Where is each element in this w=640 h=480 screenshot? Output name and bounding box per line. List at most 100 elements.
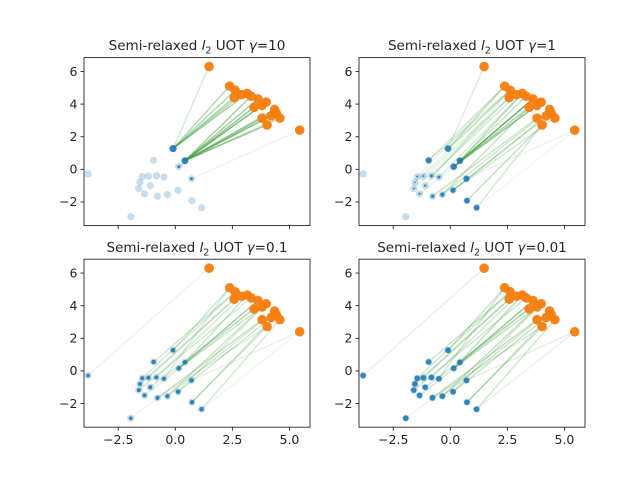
transport-line (139, 298, 235, 385)
transport-line (476, 319, 556, 410)
transport-line (441, 106, 530, 196)
weighted-source-point (457, 359, 463, 366)
weighted-source-point (425, 359, 432, 365)
transport-line (430, 295, 517, 378)
transport-line (141, 291, 236, 379)
transport-line (177, 303, 267, 393)
weighted-source-point (429, 395, 436, 401)
title-subscript: 2 (484, 45, 491, 57)
weighted-source-point (182, 359, 188, 365)
transport-line (144, 308, 255, 396)
source-point (359, 170, 367, 178)
target-point (294, 326, 305, 337)
target-point (262, 120, 272, 130)
target-point (524, 304, 534, 314)
weighted-source-point (416, 392, 423, 399)
transport-line (184, 115, 272, 162)
subplot-gamma-0.1: −2.5 0.0 2.5 5.0 −2 0 2 4 6 (59, 258, 311, 447)
weighted-source-point (422, 175, 425, 178)
transport-line (166, 310, 276, 397)
target-point (261, 298, 271, 309)
transport-line (178, 117, 263, 168)
target-point (246, 91, 256, 102)
source-point (127, 213, 135, 221)
weighted-source-point (425, 157, 432, 164)
target-point (262, 321, 272, 332)
subplot-title-gamma-0.01: Semi-relaxed l2 UOT γ=0.01 (352, 240, 592, 262)
transport-line (184, 98, 259, 162)
transport-line (459, 93, 523, 162)
transport-line (428, 89, 511, 161)
title-text: Semi-relaxed (377, 240, 471, 256)
title-text: Semi-relaxed (108, 38, 202, 54)
transport-line (191, 331, 301, 382)
target-point (479, 263, 489, 273)
weighted-source-point (439, 393, 446, 400)
weighted-source-point (148, 385, 153, 390)
weighted-source-point (420, 374, 427, 381)
axes-frame (358, 57, 586, 227)
transport-line (459, 294, 523, 363)
weighted-source-point (414, 375, 421, 382)
weighted-source-point (181, 157, 189, 165)
weighted-source-point (154, 375, 159, 380)
weighted-source-point (190, 177, 194, 181)
source-point (138, 173, 146, 181)
weighted-source-point (428, 374, 435, 381)
y-tick-label: 0 (70, 363, 78, 378)
transport-line (428, 85, 506, 161)
source-point (146, 182, 154, 190)
transport-line (184, 294, 248, 363)
subplot-gamma-0.01: −2.5 0.0 2.5 5.0 −2 0 2 4 6 (334, 258, 586, 447)
transport-line (430, 97, 510, 177)
weighted-source-point (136, 388, 141, 393)
title-gamma-value: =0.1 (254, 240, 288, 256)
title-text: UOT (209, 240, 247, 256)
source-point (152, 172, 160, 180)
transport-line (191, 314, 277, 403)
weighted-source-point (360, 372, 366, 379)
transport-line (466, 314, 552, 403)
transport-line (184, 106, 255, 162)
title-text: UOT (211, 38, 249, 54)
y-tick-label: −2 (334, 194, 352, 209)
transport-line (424, 308, 530, 388)
transport-line (453, 299, 534, 369)
transport-line (422, 298, 510, 379)
y-tick-label: −2 (59, 194, 77, 209)
transport-line (184, 104, 263, 162)
target-point (246, 293, 256, 303)
transport-line (447, 85, 506, 150)
weighted-source-point (170, 347, 176, 353)
target-point (236, 89, 247, 100)
title-gamma-value: =1 (536, 38, 557, 54)
y-tick-label: 4 (70, 96, 78, 111)
title-text: UOT (480, 240, 518, 256)
y-tick-label: 6 (345, 265, 353, 280)
target-point (524, 102, 534, 113)
source-point (153, 192, 162, 200)
transport-line (419, 106, 530, 195)
transport-line (452, 303, 542, 393)
y-tick-label: −2 (59, 396, 77, 411)
target-point (532, 314, 542, 325)
transport-line (453, 106, 530, 168)
target-point (536, 298, 546, 309)
title-math-var: l (201, 38, 206, 54)
source-point (197, 204, 206, 212)
transport-line (452, 117, 556, 191)
weighted-source-point (422, 384, 429, 391)
target-point (504, 92, 515, 103)
weighted-source-point (410, 387, 417, 393)
title-gamma-symbol: γ (528, 38, 537, 54)
target-point (229, 92, 240, 103)
weighted-source-point (463, 175, 470, 182)
target-point (521, 91, 531, 102)
weighted-source-point (414, 181, 416, 184)
target-point (204, 263, 214, 273)
source-point (174, 186, 182, 194)
transport-line (157, 325, 268, 399)
target-point (546, 309, 557, 320)
source-point (84, 170, 92, 178)
